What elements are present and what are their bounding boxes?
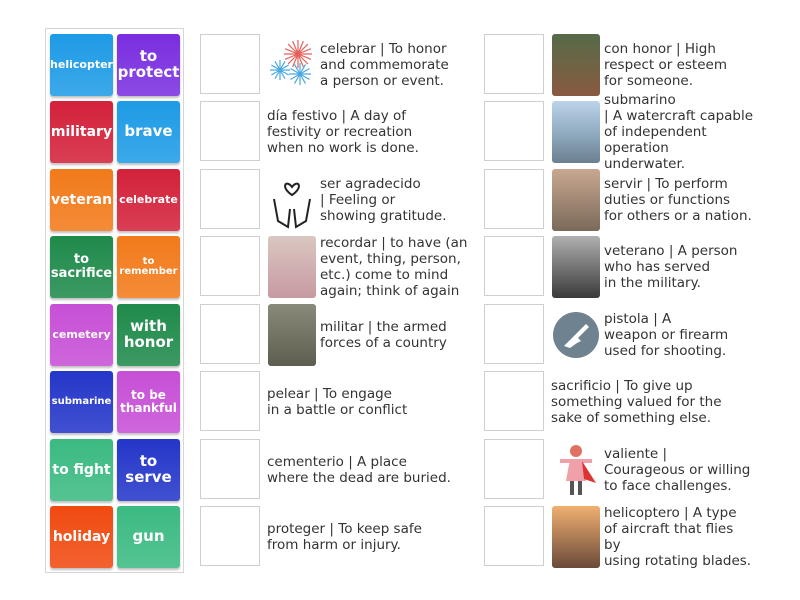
definition-text: sacrificio | To give up something valued…: [551, 378, 722, 426]
drop-slot[interactable]: [484, 506, 544, 566]
drop-slot[interactable]: [200, 506, 260, 566]
definition-row: pelear | To engage in a battle or confli…: [200, 371, 470, 433]
word-tile[interactable]: veteran: [50, 169, 113, 231]
definition-text: valiente | Courageous or willing to face…: [604, 446, 751, 494]
soldiers-image-icon: [268, 304, 316, 366]
definition-text: servir | To perform duties or functions …: [604, 176, 752, 224]
definition-row: día festivo | A day of festivity or recr…: [200, 101, 470, 163]
helicopter-image-icon: [552, 506, 600, 568]
definition-text: día festivo | A day of festivity or recr…: [267, 108, 419, 156]
fireworks-icon: [268, 34, 316, 96]
word-tile[interactable]: to protect: [117, 34, 180, 96]
veteran-image-icon: [552, 236, 600, 298]
definition-text: proteger | To keep safe from harm or inj…: [267, 521, 422, 553]
drop-slot[interactable]: [484, 169, 544, 229]
submarine-image-icon: [552, 101, 600, 163]
drop-slot[interactable]: [200, 34, 260, 94]
word-tile[interactable]: celebrate: [117, 169, 180, 231]
word-tile[interactable]: to remember: [117, 236, 180, 298]
word-tile[interactable]: military: [50, 101, 113, 163]
definition-text: helicoptero | A type of aircraft that fl…: [604, 505, 752, 569]
woman-thinking-image-icon: [268, 236, 316, 298]
definition-row: valiente | Courageous or willing to face…: [484, 439, 754, 501]
hero-girl-icon: [552, 439, 600, 501]
definition-row: pistola | A weapon or firearm used for s…: [484, 304, 754, 366]
definition-text: ser agradecido | Feeling or showing grat…: [320, 176, 447, 224]
salute-image-icon: [552, 169, 600, 231]
drop-slot[interactable]: [484, 101, 544, 161]
gun-icon: [552, 304, 600, 366]
word-tile[interactable]: to fight: [50, 439, 113, 501]
word-tile[interactable]: cemetery: [50, 304, 113, 366]
definition-row: celebrar | To honor and commemorate a pe…: [200, 34, 470, 96]
word-tile[interactable]: gun: [117, 506, 180, 568]
definition-row: ser agradecido | Feeling or showing grat…: [200, 169, 470, 231]
hands-heart-icon: [268, 169, 316, 231]
definition-row: proteger | To keep safe from harm or inj…: [200, 506, 470, 568]
definition-row: militar | the armed forces of a country: [200, 304, 470, 366]
definition-row: con honor | High respect or esteem for s…: [484, 34, 754, 96]
drop-slot[interactable]: [484, 439, 544, 499]
definition-row: helicoptero | A type of aircraft that fl…: [484, 505, 754, 569]
word-tile[interactable]: to be thankful: [117, 371, 180, 433]
definition-text: veterano | A person who has served in th…: [604, 243, 738, 291]
definition-row: submarino | A watercraft capable of inde…: [484, 92, 754, 172]
drop-slot[interactable]: [200, 169, 260, 229]
word-tile[interactable]: to serve: [117, 439, 180, 501]
definition-text: recordar | to have (an event, thing, per…: [320, 235, 468, 299]
drop-slot[interactable]: [200, 101, 260, 161]
definition-row: cementerio | A place where the dead are …: [200, 439, 470, 501]
definition-text: pistola | A weapon or firearm used for s…: [604, 311, 729, 359]
drop-slot[interactable]: [484, 236, 544, 296]
definition-row: veterano | A person who has served in th…: [484, 236, 754, 298]
definition-text: militar | the armed forces of a country: [320, 319, 447, 351]
drop-slot[interactable]: [200, 371, 260, 431]
definition-row: recordar | to have (an event, thing, per…: [200, 235, 470, 299]
definition-text: celebrar | To honor and commemorate a pe…: [320, 41, 449, 89]
definition-text: cementerio | A place where the dead are …: [267, 454, 451, 486]
definition-row: sacrificio | To give up something valued…: [484, 371, 754, 433]
drop-slot[interactable]: [484, 34, 544, 94]
word-tile[interactable]: to sacrifice: [50, 236, 113, 298]
word-tile[interactable]: helicopter: [50, 34, 113, 96]
word-tile[interactable]: with honor: [117, 304, 180, 366]
definition-text: con honor | High respect or esteem for s…: [604, 41, 727, 89]
word-tiles-panel: helicopter to protect military brave veteran…: [45, 28, 184, 573]
drop-slot[interactable]: [200, 236, 260, 296]
word-tile[interactable]: brave: [117, 101, 180, 163]
drop-slot[interactable]: [484, 371, 544, 431]
hand-on-heart-image-icon: [552, 34, 600, 96]
definition-text: submarino | A watercraft capable of inde…: [604, 92, 754, 172]
word-tile[interactable]: submarine: [50, 371, 113, 433]
word-tile[interactable]: holiday: [50, 506, 113, 568]
definition-row: servir | To perform duties or functions …: [484, 169, 754, 231]
definition-text: pelear | To engage in a battle or confli…: [267, 386, 408, 418]
drop-slot[interactable]: [200, 304, 260, 364]
drop-slot[interactable]: [200, 439, 260, 499]
drop-slot[interactable]: [484, 304, 544, 364]
